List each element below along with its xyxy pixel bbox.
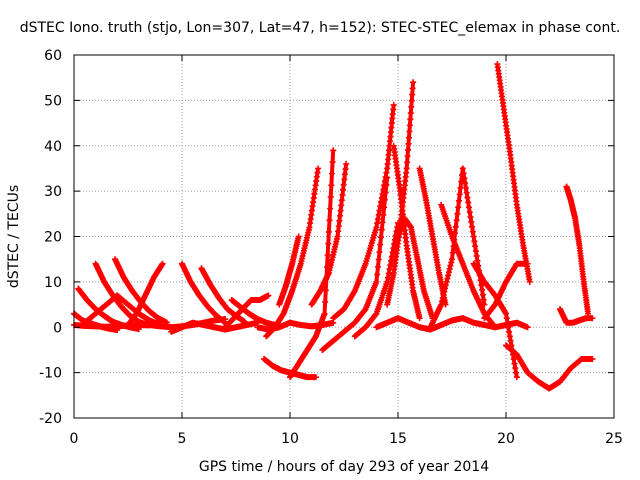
series-trace xyxy=(331,104,396,320)
series-arc-35 xyxy=(373,315,531,333)
series-trace xyxy=(309,163,349,306)
x-tick-label: 5 xyxy=(178,431,187,447)
series-trace xyxy=(428,166,487,329)
x-tick-label: 20 xyxy=(497,431,515,447)
series-arc-22 xyxy=(351,219,401,340)
series-arc-29 xyxy=(470,260,520,381)
series-trace xyxy=(396,216,435,319)
x-tick-label: 15 xyxy=(389,431,407,447)
series-trace xyxy=(482,261,528,320)
y-tick-label: 10 xyxy=(44,275,62,291)
series-arc-09 xyxy=(179,260,229,326)
y-tick-label: -10 xyxy=(39,366,62,382)
series-arc-16 xyxy=(263,165,322,340)
series-trace xyxy=(230,298,276,327)
series-layer xyxy=(71,61,596,392)
series-trace xyxy=(277,236,301,306)
series-arc-21 xyxy=(330,101,397,322)
series-trace xyxy=(558,308,593,325)
x-tick-label: 0 xyxy=(70,431,79,447)
chart-title: dSTEC Iono. truth (stjo, Lon=307, Lat=47… xyxy=(19,20,621,36)
x-axis-label: GPS time / hours of day 293 of year 2014 xyxy=(199,459,489,475)
series-trace xyxy=(417,168,448,305)
series-arc-33 xyxy=(563,183,592,317)
series-arc-13 xyxy=(228,297,278,328)
series-trace xyxy=(83,293,162,327)
grid xyxy=(74,55,614,418)
series-trace xyxy=(391,145,422,319)
y-tick-label: 0 xyxy=(53,320,62,336)
y-tick-label: 50 xyxy=(44,93,62,109)
series-arc-24 xyxy=(390,142,423,322)
y-tick-label: 60 xyxy=(44,48,62,64)
series-arc-30 xyxy=(494,61,533,285)
series-arc-18 xyxy=(287,147,337,381)
series-trace xyxy=(264,168,321,338)
series-trace xyxy=(180,262,227,325)
series-arc-34 xyxy=(557,306,596,326)
axis-ticks xyxy=(73,54,615,419)
x-tick-label: 25 xyxy=(605,431,623,447)
y-axis-label: dSTEC / TECUs xyxy=(6,185,22,288)
y-tick-label: 30 xyxy=(44,184,62,200)
series-trace xyxy=(126,262,165,327)
series-arc-32 xyxy=(481,260,531,322)
series-arc-20 xyxy=(319,174,391,353)
series-trace xyxy=(471,262,519,378)
series-trace xyxy=(288,150,336,379)
series-trace xyxy=(353,222,400,338)
series-trace xyxy=(504,343,593,391)
series-trace xyxy=(223,293,270,329)
series-trace xyxy=(73,322,150,329)
series-arc-31 xyxy=(503,342,596,392)
y-tick-label: -20 xyxy=(39,411,62,427)
series-trace xyxy=(564,185,591,314)
series-trace xyxy=(321,177,390,352)
series-trace xyxy=(375,316,529,332)
y-tick-labels: -20 -10 0 10 20 30 40 50 60 xyxy=(39,48,62,427)
series-arc-25 xyxy=(395,215,436,322)
series-arc-11 xyxy=(168,319,261,335)
series-trace xyxy=(170,320,259,334)
y-tick-label: 40 xyxy=(44,139,62,155)
series-arc-17 xyxy=(276,233,302,308)
x-tick-labels: 0 5 10 15 20 25 xyxy=(70,431,623,447)
series-trace xyxy=(495,63,532,283)
series-arc-19 xyxy=(308,160,350,308)
series-arc-07 xyxy=(125,260,166,328)
series-arc-10 xyxy=(198,265,248,325)
y-tick-label: 20 xyxy=(44,230,62,246)
x-tick-label: 10 xyxy=(281,431,299,447)
